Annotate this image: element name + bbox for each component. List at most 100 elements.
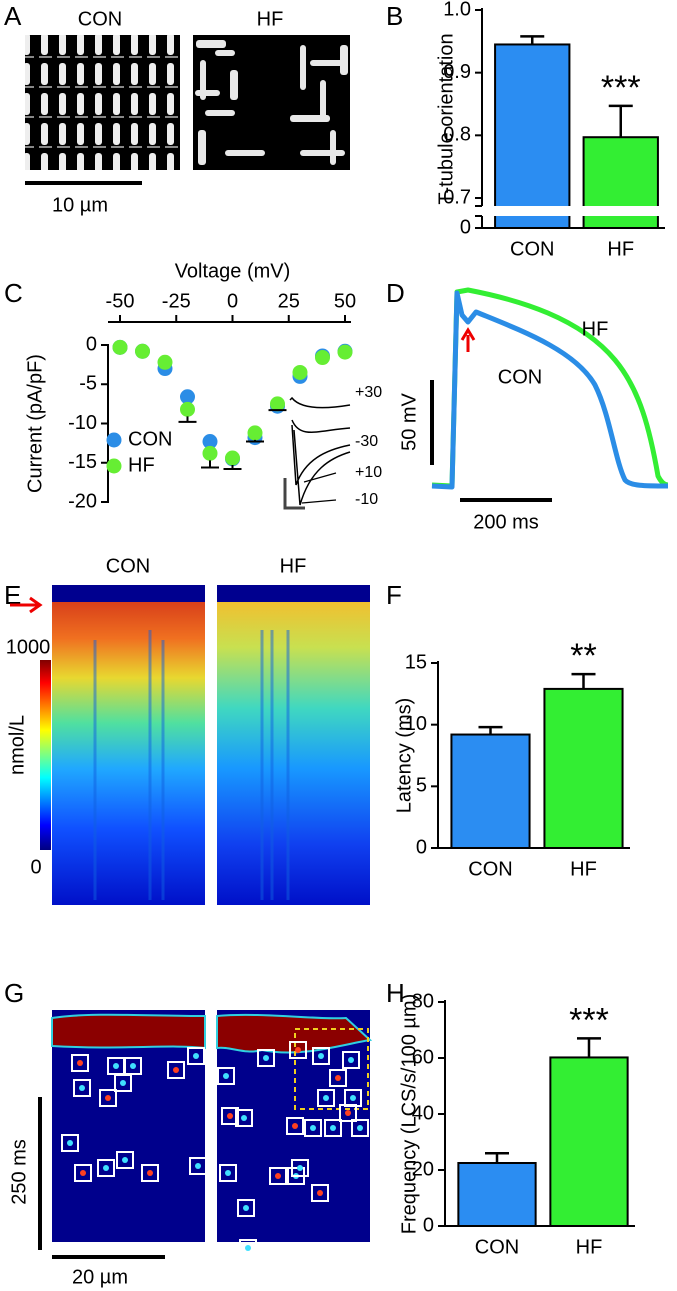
legend-label: HF bbox=[128, 454, 155, 476]
marker bbox=[135, 343, 150, 359]
spark bbox=[243, 1205, 249, 1211]
spark bbox=[357, 1125, 363, 1131]
spark-box bbox=[97, 1159, 115, 1177]
marker bbox=[292, 364, 308, 380]
marker bbox=[202, 434, 218, 450]
y-tick-label: 5 bbox=[416, 775, 427, 797]
legend-label: CON bbox=[128, 428, 172, 450]
legend-marker bbox=[106, 458, 122, 474]
y-tick-label: 0.9 bbox=[443, 61, 471, 83]
y-axis-label: Current (pA/pF) bbox=[24, 354, 46, 493]
y-tick-label: -15 bbox=[68, 451, 97, 473]
tubule bbox=[198, 130, 206, 165]
colorbar-max: 1000 bbox=[6, 636, 51, 658]
x-tick-label: HF bbox=[570, 858, 597, 880]
spark bbox=[245, 1245, 251, 1251]
spark-image bbox=[51, 1010, 373, 1257]
ap-traces bbox=[431, 287, 669, 490]
error-bar bbox=[478, 725, 503, 735]
error-bar bbox=[571, 672, 596, 689]
y-tick-label: -5 bbox=[79, 373, 97, 395]
spark-box bbox=[124, 1057, 142, 1075]
axis-break bbox=[470, 206, 667, 216]
bar bbox=[543, 687, 624, 850]
marker bbox=[315, 350, 330, 366]
panel-label: A bbox=[4, 1, 22, 31]
x-tick-label: 0 bbox=[227, 290, 238, 312]
panel-label: B bbox=[386, 1, 403, 31]
scale-label: 200 ms bbox=[473, 511, 539, 533]
tubule bbox=[290, 115, 330, 122]
spark-box bbox=[239, 1239, 257, 1257]
panel-label: F bbox=[386, 580, 402, 610]
tubule bbox=[205, 110, 235, 116]
scale-label: 250 ms bbox=[8, 1139, 30, 1205]
panel-label: D bbox=[386, 278, 405, 308]
image-label: HF bbox=[280, 555, 307, 577]
error-bar bbox=[608, 104, 633, 138]
error-bar bbox=[268, 409, 287, 412]
y-axis-label: Latency (ms) bbox=[393, 698, 415, 814]
spark-box bbox=[73, 1079, 91, 1097]
spark bbox=[317, 1190, 323, 1196]
tubule bbox=[320, 80, 326, 120]
marker bbox=[180, 401, 195, 417]
spark bbox=[345, 1110, 351, 1116]
spark bbox=[122, 1157, 128, 1163]
spark-box bbox=[71, 1054, 89, 1072]
image-label: HF bbox=[257, 8, 284, 30]
error-bar bbox=[201, 460, 219, 469]
significance: *** bbox=[569, 1001, 609, 1039]
tubule bbox=[330, 130, 336, 165]
spark bbox=[79, 1085, 85, 1091]
x-tick-label: CON bbox=[475, 1236, 519, 1258]
bar bbox=[450, 733, 531, 849]
colorbar-min: 0 bbox=[30, 856, 41, 878]
spark bbox=[330, 1125, 336, 1131]
x-tick-label: CON bbox=[510, 238, 554, 260]
x-tick-label: -25 bbox=[162, 290, 191, 312]
arrow bbox=[460, 327, 476, 352]
colorbar bbox=[40, 660, 51, 850]
panel-label: E bbox=[4, 580, 21, 610]
error-bar bbox=[178, 416, 197, 423]
inset-arrow bbox=[301, 472, 337, 504]
y-tick-label: 0 bbox=[460, 216, 471, 238]
spark-box bbox=[289, 1041, 307, 1059]
spark bbox=[120, 1080, 126, 1086]
spark-box bbox=[286, 1117, 304, 1135]
tubule bbox=[340, 45, 348, 75]
spark-box bbox=[217, 1067, 235, 1085]
spark bbox=[67, 1140, 73, 1146]
inset-label: -10 bbox=[355, 491, 378, 508]
error-bar bbox=[246, 439, 264, 443]
x-tick-label: -50 bbox=[106, 290, 135, 312]
spark bbox=[350, 1095, 356, 1101]
scale-label: 10 µm bbox=[52, 194, 108, 216]
spark-box bbox=[317, 1089, 335, 1107]
x-axis-label: Voltage (mV) bbox=[175, 260, 291, 282]
inset-trace bbox=[289, 396, 351, 506]
y-tick-label: 20 bbox=[412, 1158, 434, 1180]
tubule bbox=[300, 150, 345, 156]
marker bbox=[337, 344, 353, 360]
spark bbox=[225, 1170, 231, 1176]
inset-label: -30 bbox=[355, 433, 378, 450]
inset-scale bbox=[283, 478, 305, 510]
tubule bbox=[300, 45, 306, 90]
significance: ** bbox=[570, 637, 596, 675]
spark-box bbox=[312, 1047, 330, 1065]
spark bbox=[173, 1067, 179, 1073]
y-tick-label: -10 bbox=[68, 412, 97, 434]
spark bbox=[318, 1053, 324, 1059]
y-tick-label: 0 bbox=[416, 836, 427, 858]
spark-box bbox=[167, 1061, 185, 1079]
spark bbox=[310, 1125, 316, 1131]
spark-box bbox=[189, 1157, 207, 1175]
spark-box bbox=[74, 1164, 92, 1182]
spark bbox=[103, 1165, 109, 1171]
spark-box bbox=[221, 1107, 239, 1125]
error-bar bbox=[520, 35, 545, 45]
marker bbox=[112, 339, 128, 355]
tubule-image bbox=[193, 35, 350, 170]
